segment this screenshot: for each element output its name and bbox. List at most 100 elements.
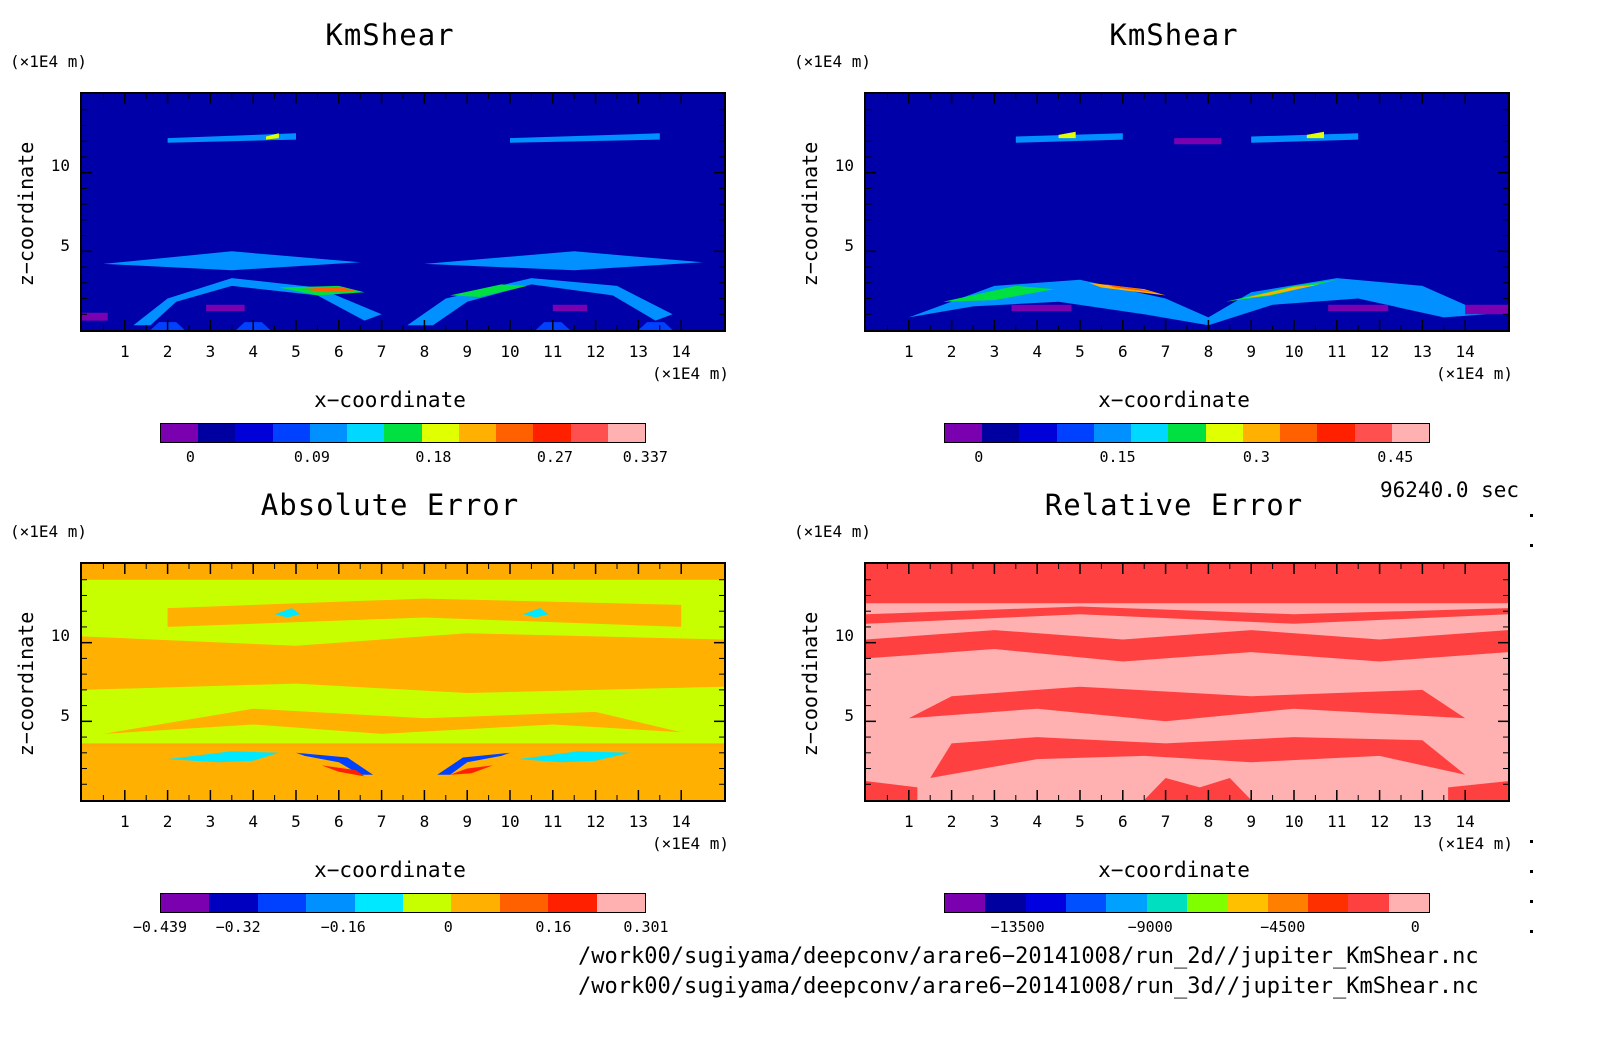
x-tick-label: 4 <box>1032 812 1042 831</box>
colorbar-segment <box>1354 424 1392 442</box>
colorbar-segment <box>306 894 355 912</box>
chart-title: Absolute Error <box>260 488 520 522</box>
x-tick-label: 7 <box>1160 342 1171 361</box>
contour-region <box>1174 138 1222 145</box>
y-tick-label: 5 <box>844 236 854 255</box>
x-tick-label: 11 <box>543 812 563 831</box>
colorbar-segment <box>1019 424 1057 442</box>
heatmap-plot-area <box>80 562 726 802</box>
heatmap-plot-area <box>864 92 1510 332</box>
colorbar-tick-label: 0 <box>1410 918 1420 936</box>
x-tick-label: 7 <box>376 342 387 361</box>
colorbar-segment <box>458 424 497 442</box>
contour-region <box>103 708 682 734</box>
colorbar-segment <box>1280 424 1318 442</box>
colorbar-tick-label: 0.15 <box>1099 448 1136 466</box>
x-tick-label: 3 <box>989 812 1000 831</box>
contour-region <box>407 278 673 326</box>
x-tick-label: 3 <box>989 342 1000 361</box>
x-tick-label: 10 <box>500 342 520 361</box>
x-tick-label: 8 <box>419 342 430 361</box>
dot-marker <box>1530 544 1533 547</box>
colorbar-segment <box>945 424 983 442</box>
x-tick-label: 1 <box>903 812 914 831</box>
x-tick-label: 9 <box>1246 342 1256 361</box>
x-tick-label: 10 <box>500 812 520 831</box>
colorbar-segment <box>161 424 199 442</box>
colorbar-segment <box>272 424 310 442</box>
x-tick-label: 13 <box>1412 342 1433 361</box>
x-axis-label: x−coordinate <box>314 858 466 882</box>
colorbar-tick-label: −0.439 <box>132 918 188 936</box>
colorbar-tick-label: 0 <box>443 918 453 936</box>
contour-region <box>518 751 630 763</box>
y-tick-label: 10 <box>834 626 854 645</box>
dot-marker <box>1530 900 1533 903</box>
colorbar-tick-label: −13500 <box>990 918 1045 936</box>
heatmap-svg <box>866 564 1508 800</box>
x-tick-label: 6 <box>1117 812 1128 831</box>
contour-region <box>167 751 279 763</box>
x-axis-label: x−coordinate <box>314 388 466 412</box>
x-tick-label: 13 <box>628 342 649 361</box>
x-tick-label: 14 <box>671 812 691 831</box>
x-tick-label: 6 <box>1117 342 1128 361</box>
x-tick-label: 13 <box>1412 812 1433 831</box>
contour-region <box>1105 284 1157 293</box>
contour-region <box>450 765 493 775</box>
colorbar-segment <box>403 894 452 912</box>
x-tick-label: 1 <box>903 342 914 361</box>
contour-region <box>1465 304 1508 315</box>
contour-region <box>167 598 682 627</box>
colorbar-segment <box>451 894 500 912</box>
x-tick-label: 12 <box>585 342 606 361</box>
colorbar-segment <box>161 894 210 912</box>
contour-region <box>274 608 301 618</box>
dot-marker <box>1530 870 1533 873</box>
colorbar-tick-label: 0.18 <box>415 448 452 466</box>
x-tick-label: 2 <box>946 342 957 361</box>
contour-region <box>300 286 356 293</box>
colorbar <box>160 893 646 913</box>
colorbar-segment <box>257 894 307 912</box>
x-tick-label: 12 <box>585 812 606 831</box>
colorbar-segment <box>496 424 534 442</box>
x-tick-label: 8 <box>419 812 430 831</box>
colorbar-segment <box>1242 424 1281 442</box>
x-tick-label: 5 <box>291 812 301 831</box>
contour-region <box>866 564 1508 604</box>
x-tick-label: 3 <box>205 812 216 831</box>
colorbar-segment <box>1131 424 1169 442</box>
contour-region <box>82 633 724 693</box>
x-tick-label: 14 <box>1455 342 1475 361</box>
x-tick-label: 1 <box>119 342 130 361</box>
x-tick-label: 11 <box>543 342 563 361</box>
contour-region <box>1306 131 1324 139</box>
chart-title: KmShear <box>1109 18 1239 52</box>
colorbar-tick-label: 0.27 <box>536 448 573 466</box>
x-tick-label: 9 <box>462 342 472 361</box>
contour-region <box>450 284 528 297</box>
x-tick-label: 10 <box>1284 342 1304 361</box>
heatmap-svg <box>82 94 724 330</box>
x-tick-label: 11 <box>1327 342 1347 361</box>
colorbar-segment <box>354 894 404 912</box>
colorbar-segment <box>1093 424 1132 442</box>
colorbar-segment <box>982 424 1020 442</box>
colorbar-segment <box>1205 424 1243 442</box>
x-tick-label: 5 <box>1075 812 1085 831</box>
contour-region <box>1088 282 1166 296</box>
colorbar-segment <box>1106 894 1147 912</box>
x-units-label: (×1E4 m) <box>1436 834 1514 853</box>
y-tick-label: 10 <box>50 156 70 175</box>
x-tick-label: 7 <box>376 812 387 831</box>
contour-region <box>866 630 1508 662</box>
dot-marker <box>1530 930 1533 933</box>
colorbar-segment <box>1146 894 1187 912</box>
y-units-label: (×1E4 m) <box>794 522 872 541</box>
heatmap-plot-area <box>80 92 726 332</box>
contour-region <box>943 285 1055 302</box>
colorbar-tick-label: −0.32 <box>215 918 261 936</box>
colorbar-segment <box>548 894 597 912</box>
